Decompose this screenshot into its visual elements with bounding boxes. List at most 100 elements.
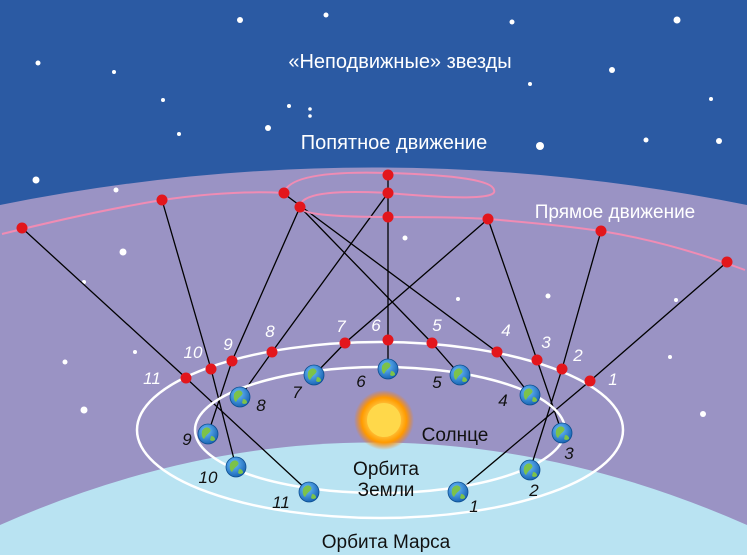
fixed-stars-label: «Неподвижные» звезды (288, 51, 511, 73)
mars-number: 11 (143, 369, 161, 388)
earth-number: 11 (272, 493, 290, 512)
mars-number: 10 (184, 343, 203, 362)
mars-number: 3 (541, 333, 551, 352)
star (133, 350, 137, 354)
star (674, 298, 678, 302)
earth-globe (225, 456, 247, 478)
earth-globe (303, 364, 325, 386)
retrograde-label: Попятное движение (301, 132, 487, 154)
sun-label: Солнце (422, 425, 489, 446)
mars-number: 9 (223, 335, 233, 354)
earth-globe (449, 364, 471, 386)
mars-dot (382, 169, 394, 181)
earth-number: 8 (256, 396, 266, 415)
earth-globe (298, 481, 320, 503)
star (323, 12, 329, 18)
star (700, 411, 706, 417)
star (112, 70, 116, 74)
star (545, 293, 551, 299)
ground-area (0, 442, 747, 555)
mars-dot (156, 194, 168, 206)
mars-dot (226, 355, 238, 367)
star (62, 359, 68, 365)
star (113, 187, 119, 193)
earth-globe (551, 422, 573, 444)
star (456, 297, 460, 301)
mars-dot (595, 225, 607, 237)
earth-globe (377, 358, 399, 380)
mars-number: 2 (572, 346, 583, 365)
mars-dot (278, 187, 290, 199)
star (119, 248, 127, 256)
star (528, 82, 532, 86)
mars-orbit-label: Орбита Марса (322, 532, 451, 553)
star (308, 107, 312, 111)
star (509, 19, 515, 25)
mars-dot (339, 337, 351, 349)
star (536, 142, 544, 150)
earth-globe (519, 459, 541, 481)
earth-globe (447, 481, 469, 503)
mars-dot (556, 363, 568, 375)
earth-orbit-label-line2: Земли (358, 480, 415, 501)
star (35, 60, 41, 66)
star (709, 97, 713, 101)
earth-number: 1 (469, 497, 478, 516)
earth-number: 2 (528, 481, 539, 500)
star (668, 355, 672, 359)
mars-number: 5 (432, 316, 442, 335)
star (673, 16, 681, 24)
mars-dot (584, 375, 596, 387)
star (80, 406, 88, 414)
mars-number: 1 (608, 370, 617, 389)
star (237, 17, 243, 23)
mars-number: 4 (501, 321, 510, 340)
earth-number: 9 (182, 430, 192, 449)
mars-dot (266, 346, 278, 358)
earth-number: 3 (564, 444, 574, 463)
mars-number-labels: 1 2 3 4 5 6 7 8 9 10 11 (143, 316, 618, 389)
earth-globe (519, 384, 541, 406)
earth-number: 4 (498, 391, 507, 410)
mars-number: 7 (336, 317, 346, 336)
earth-globe (197, 423, 219, 445)
sun (354, 390, 414, 450)
mars-dot (382, 334, 394, 346)
earth-number-labels: 1 2 3 4 5 6 7 8 9 10 11 (182, 372, 574, 516)
mars-number: 8 (265, 322, 275, 341)
star (609, 67, 615, 73)
direct-label: Прямое движение (535, 202, 696, 223)
earth-number: 6 (356, 372, 366, 391)
star (716, 138, 722, 144)
mars-dot (205, 363, 217, 375)
star (287, 104, 291, 108)
mars-dot (482, 213, 494, 225)
earth-number: 7 (292, 383, 302, 402)
mars-dot (382, 187, 394, 199)
mars-dot (294, 201, 306, 213)
star-field (32, 12, 722, 417)
mars-orbit (135, 340, 625, 520)
star (32, 176, 40, 184)
sky-band (0, 167, 747, 555)
star (265, 125, 271, 131)
mars-dot (721, 256, 733, 268)
mars-number: 6 (371, 316, 381, 335)
mars-dot (16, 222, 28, 234)
star (643, 137, 649, 143)
star (308, 114, 312, 118)
earth-positions (197, 358, 573, 503)
mars-dot (426, 337, 438, 349)
mars-dot (531, 354, 543, 366)
earth-globe (229, 386, 251, 408)
earth-number: 5 (432, 373, 442, 392)
star (161, 98, 165, 102)
mars-dot (491, 346, 503, 358)
earth-orbit-label-line1: Орбита (353, 459, 419, 480)
star (177, 132, 181, 136)
star (402, 235, 408, 241)
mars-positions (16, 169, 733, 387)
mars-dot (382, 211, 394, 223)
earth-number: 10 (199, 468, 218, 487)
